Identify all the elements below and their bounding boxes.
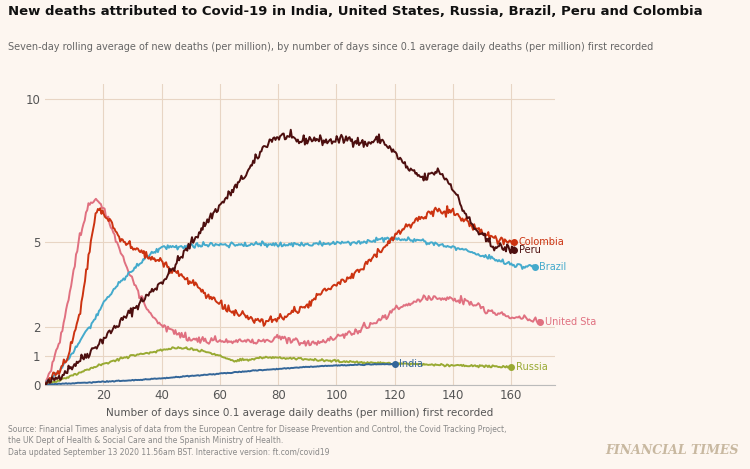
Text: FINANCIAL TIMES: FINANCIAL TIMES <box>605 444 739 457</box>
Text: Russia: Russia <box>516 362 548 372</box>
Text: Seven-day rolling average of new deaths (per million), by number of days since 0: Seven-day rolling average of new deaths … <box>8 42 652 52</box>
Text: Brazil: Brazil <box>539 262 566 272</box>
Text: United Sta: United Sta <box>544 317 596 327</box>
X-axis label: Number of days since 0.1 average daily deaths (per million) first recorded: Number of days since 0.1 average daily d… <box>106 408 494 418</box>
Text: New deaths attributed to Covid-19 in India, United States, Russia, Brazil, Peru : New deaths attributed to Covid-19 in Ind… <box>8 5 702 18</box>
Text: Colombia: Colombia <box>518 237 564 247</box>
Text: Source: Financial Times analysis of data from the European Centre for Disease Pr: Source: Financial Times analysis of data… <box>8 424 506 457</box>
Text: India: India <box>399 359 423 369</box>
Text: Peru: Peru <box>518 245 541 255</box>
